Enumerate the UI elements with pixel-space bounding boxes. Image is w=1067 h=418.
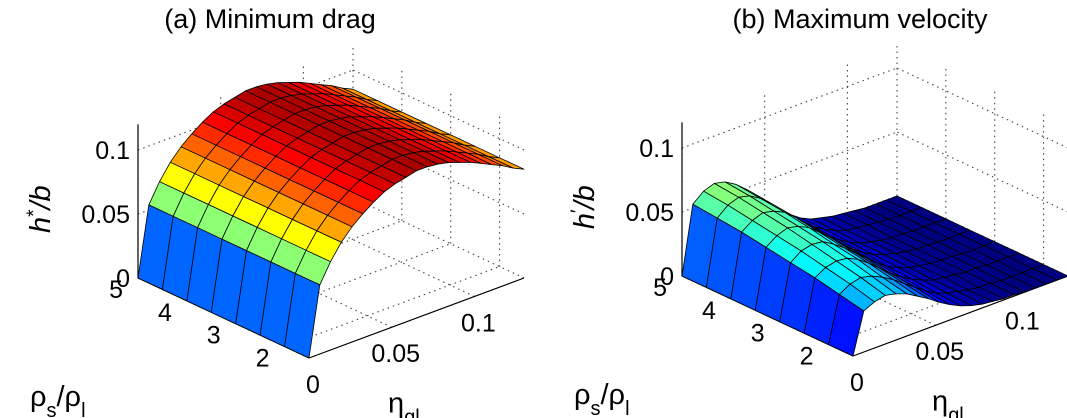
x-tick-label: 3 [751, 320, 765, 348]
y-axis-label: ηgl [932, 385, 964, 418]
z-tick-label: 0.1 [95, 137, 130, 165]
x-tick-label: 2 [800, 343, 814, 371]
surface [681, 181, 1067, 357]
panel-a-minimum-drag: 0 0.05 0.1 5 4 3 2 0 0.05 0.1 (a) Minimum drag h*/b… [24, 4, 525, 418]
x-tick-label: 4 [702, 297, 716, 325]
y-tick-label: 0 [306, 371, 320, 399]
x-tick-label: 3 [207, 322, 221, 350]
z-tick-label: 0 [116, 265, 130, 293]
surface-cell [284, 273, 321, 359]
z-tick-label: 0.05 [81, 201, 130, 229]
x-tick-label: 5 [653, 274, 667, 302]
tick-labels: 0 0.05 0.1 5 4 3 2 0 0.05 0.1 [625, 135, 1039, 397]
y-tick-label: 0.1 [1005, 307, 1040, 335]
panel-b-maximum-velocity: 0 0.05 0.1 5 4 3 2 0 0.05 0.1 (b) Maximum velocity… [568, 4, 1067, 418]
z-tick-label: 0.05 [625, 199, 674, 227]
y-axis-line [308, 277, 525, 359]
grid-line [352, 197, 525, 279]
grid-line [352, 69, 525, 151]
z-axis-label: h*/b [24, 185, 58, 233]
y-tick-label: 0 [850, 369, 864, 397]
z-axis-label: h′/b [568, 185, 602, 229]
panel-title: (a) Minimum drag [164, 4, 376, 34]
x-tick-label: 2 [256, 345, 270, 373]
y-axis-label: ηgl [388, 387, 420, 418]
surface [137, 81, 525, 359]
grid-line [303, 215, 475, 297]
x-tick-label: 4 [158, 299, 172, 327]
x-tick-label: 5 [109, 276, 123, 304]
z-tick-label: 0.1 [639, 135, 674, 163]
surface-cell [828, 294, 865, 357]
y-tick-label: 0.1 [461, 309, 496, 337]
y-tick-label: 0.05 [915, 338, 964, 366]
grid-line [896, 67, 1067, 149]
y-tick-label: 0.05 [371, 340, 420, 368]
grid-line [352, 133, 525, 215]
tick-labels: 0 0.05 0.1 5 4 3 2 0 0.05 0.1 [81, 137, 495, 399]
z-tick-label: 0 [660, 263, 674, 291]
panel-title: (b) Maximum velocity [732, 4, 988, 34]
x-axis-label: ρs/ρl [574, 379, 630, 418]
grid-line [681, 67, 898, 149]
x-axis-label: ρs/ρl [30, 381, 86, 418]
grid-line [896, 131, 1067, 213]
